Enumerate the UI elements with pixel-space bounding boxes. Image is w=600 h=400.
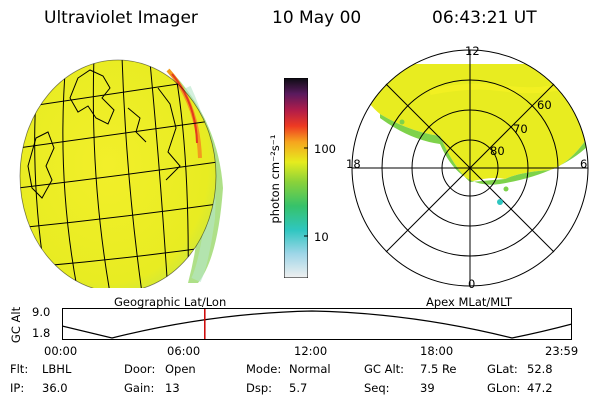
info-label: GLat: [487,362,518,376]
info-label: Gain: [124,381,155,395]
info-value: 52.8 [527,362,553,376]
colorbar-tick-100: 100 [314,142,336,156]
app-title: Ultraviolet Imager [44,8,198,28]
altitude-tick-max: 9.0 [32,305,51,319]
lat-label-80: 80 [490,144,505,158]
info-label: Dsp: [246,381,273,395]
altitude-axis-label: GC Alt [9,306,23,344]
info-value: 47.2 [527,381,553,395]
colorbar-tick-10: 10 [314,230,329,244]
info-value: LBHL [42,362,72,376]
info-label: GC Alt: [364,362,405,376]
geographic-image [19,59,223,288]
info-label: Door: [124,362,156,376]
info-value: Open [165,362,196,376]
info-value: Normal [289,362,331,376]
info-label: Mode: [246,362,282,376]
mlt-label-18: 18 [346,157,361,171]
altitude-plot [62,308,572,340]
info-label: IP: [10,381,25,395]
date-label: 10 May 00 [272,8,362,28]
info-value: 36.0 [42,381,68,395]
time-tick-1: 06:00 [167,344,201,358]
geographic-panel-label: Geographic Lat/Lon [114,295,227,309]
info-value: 5.7 [289,381,308,395]
mlt-label-00: 0 [468,277,476,291]
time-tick-3: 18:00 [420,344,454,358]
polar-plot [351,49,589,287]
info-value: 7.5 Re [420,362,457,376]
colorbar-unit-label: photon cm⁻²s⁻¹ [268,134,282,224]
info-label: GLon: [487,381,521,395]
lat-label-60: 60 [537,98,552,112]
mlt-label-06: 6 [580,157,588,171]
altitude-tick-min: 1.8 [32,326,51,340]
info-value: 13 [165,381,180,395]
info-label: Seq: [364,381,390,395]
time-tick-0: 00:00 [44,344,78,358]
lat-label-70: 70 [513,122,528,136]
info-value: 39 [420,381,435,395]
mlt-label-12: 12 [465,44,480,58]
magnetic-panel-label: Apex MLat/MLT [426,295,513,309]
time-label: 06:43:21 UT [432,8,537,28]
info-label: Flt: [10,362,29,376]
time-tick-2: 12:00 [294,344,328,358]
time-tick-4: 23:59 [545,344,579,358]
color-scale-bar [284,78,308,278]
